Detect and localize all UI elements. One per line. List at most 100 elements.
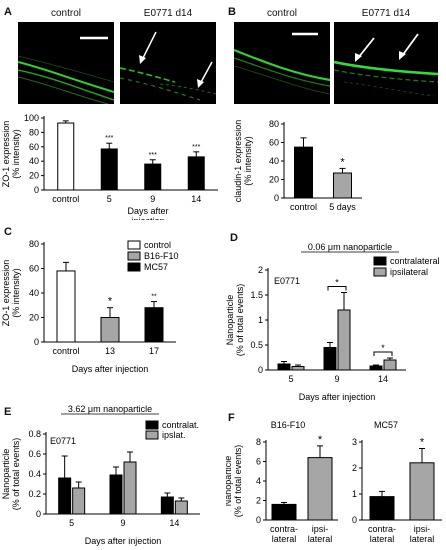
y-tick-label: 0.6 bbox=[28, 449, 41, 459]
legend-swatch bbox=[127, 262, 141, 272]
significance-marker: *** bbox=[105, 135, 113, 142]
y-tick-label: 60 bbox=[29, 142, 39, 152]
y-tick-label: 2 bbox=[256, 496, 261, 506]
y-tick-label: 20 bbox=[269, 175, 279, 185]
panel-label-f: F bbox=[228, 412, 235, 424]
y-axis-label: ZO-1 expression(% intensity) bbox=[1, 121, 21, 188]
legend-swatch bbox=[127, 251, 141, 261]
chart-c-zo1-expression: 0 20 40 60 80 control * 13 ** 17 ZO-1 expression(%… bbox=[1, 239, 179, 374]
y-tick-label: 80 bbox=[29, 127, 39, 137]
legend-label: contralat. bbox=[162, 420, 199, 430]
y-tick-label: 40 bbox=[29, 288, 39, 298]
bar-ipslat bbox=[72, 487, 86, 515]
x-tick-label: 5 bbox=[69, 518, 74, 528]
chart-e-nanoparticle-362: 0 0.2 0.4 0.6 0.8 5 9 14 Nanoparticle(% of total… bbox=[1, 404, 200, 546]
legend-label: control bbox=[144, 240, 171, 250]
bar bbox=[369, 496, 395, 521]
y-tick-label: 0 bbox=[352, 515, 357, 525]
legend-swatch bbox=[373, 256, 387, 266]
legend-swatch bbox=[145, 430, 159, 440]
x-tick-label: contra-lateral bbox=[270, 524, 298, 544]
y-tick-label: 60 bbox=[269, 138, 279, 148]
x-axis-label: Days after injection bbox=[299, 392, 376, 402]
panel-label-e: E bbox=[4, 406, 12, 418]
x-tick-label: 9 bbox=[334, 374, 339, 384]
x-tick-label: 9 bbox=[150, 194, 155, 204]
x-tick-label: ipsi-lateral bbox=[308, 524, 333, 544]
micrograph-a-e0771 bbox=[120, 22, 216, 104]
chart-annotation: E0771 bbox=[274, 276, 300, 286]
x-tick-label: control bbox=[52, 194, 79, 204]
y-tick-label: 0 bbox=[34, 185, 39, 195]
bar-contralateral bbox=[369, 365, 383, 371]
x-tick-label: 5 bbox=[288, 374, 293, 384]
y-tick-label: 0.8 bbox=[28, 429, 41, 439]
y-axis-label: ZO-1 expression(% intensity) bbox=[1, 260, 21, 327]
x-tick-label: 13 bbox=[105, 346, 115, 356]
bar-contralat bbox=[58, 477, 72, 515]
bar bbox=[100, 317, 120, 343]
y-tick-label: 6 bbox=[256, 457, 261, 467]
y-tick-label: 100 bbox=[24, 113, 39, 123]
y-tick-label: 3 bbox=[352, 437, 357, 447]
legend-label: contralateral bbox=[390, 256, 440, 266]
y-tick-label: 2 bbox=[258, 265, 263, 275]
x-axis-label: Days after injection bbox=[85, 536, 162, 546]
micrograph-a-right-title: E0771 d14 bbox=[143, 8, 193, 19]
bar-contralat bbox=[160, 496, 174, 515]
y-axis-label: Nanoparticle(% of total events) bbox=[226, 445, 243, 518]
y-tick-label: 0 bbox=[34, 337, 39, 347]
bar bbox=[294, 146, 313, 199]
y-tick-label: 0 bbox=[36, 509, 41, 519]
bar bbox=[100, 148, 118, 191]
y-tick-label: 40 bbox=[29, 156, 39, 166]
legend-swatch bbox=[127, 240, 141, 250]
micrograph-b-control bbox=[234, 22, 330, 104]
panel-label-b: B bbox=[228, 6, 236, 18]
chart-title: 0.06 μm nanoparticle bbox=[308, 242, 392, 252]
micrograph-b-left-title: control bbox=[266, 8, 297, 19]
x-tick-label: 14 bbox=[191, 194, 201, 204]
significance-bracket bbox=[327, 286, 347, 291]
panel-label-d: D bbox=[230, 232, 238, 244]
y-axis-label: claudin-1 expression(% intensity) bbox=[233, 120, 253, 203]
chart-title: MC57 bbox=[374, 420, 398, 430]
y-tick-label: 8 bbox=[256, 437, 261, 447]
y-axis-label: Nanoparticle(% of total events) bbox=[1, 438, 21, 511]
bar bbox=[271, 503, 297, 521]
x-tick-label: 17 bbox=[149, 346, 159, 356]
y-tick-label: 0.4 bbox=[28, 469, 41, 479]
y-tick-label: 20 bbox=[29, 313, 39, 323]
significance-marker: *** bbox=[192, 144, 200, 151]
bar bbox=[57, 122, 75, 191]
significance-marker: * bbox=[318, 434, 323, 446]
y-tick-label: 2 bbox=[352, 463, 357, 473]
y-tick-label: 1 bbox=[258, 315, 263, 325]
x-tick-label: 14 bbox=[169, 518, 179, 528]
chart-d-nanoparticle-006: 0 0.5 1 1.5 2 5 * 9 * 14 Nanoparticle(% of total e… bbox=[226, 242, 440, 402]
x-tick-label: 5 bbox=[107, 194, 112, 204]
panel-label-c: C bbox=[4, 226, 12, 238]
x-tick-label: control bbox=[290, 202, 317, 212]
bar-ipslat bbox=[174, 500, 188, 515]
bar bbox=[307, 457, 333, 521]
bar bbox=[187, 156, 205, 191]
chart-f-b16f10: 0 2 4 6 8 contra-lateral * ipsi-lateral Nanopart… bbox=[226, 420, 338, 544]
bar-ipsilateral bbox=[337, 309, 351, 371]
panel-label-a: A bbox=[4, 6, 12, 18]
y-tick-label: 60 bbox=[29, 264, 39, 274]
bar-ipsilateral bbox=[291, 366, 305, 371]
y-tick-label: 0.2 bbox=[28, 489, 41, 499]
bar-ipsilateral bbox=[383, 359, 397, 371]
y-tick-label: 0 bbox=[256, 515, 261, 525]
bar bbox=[56, 270, 76, 343]
bar-contralat bbox=[109, 474, 123, 515]
chart-title: B16-F10 bbox=[271, 420, 306, 430]
legend-label: ipsilateral bbox=[390, 267, 428, 277]
y-axis-label: Nanoparticle(% of total events) bbox=[226, 284, 245, 357]
x-tick-label: control bbox=[52, 346, 79, 356]
x-tick-label: 14 bbox=[378, 374, 388, 384]
significance-marker: ** bbox=[151, 294, 157, 301]
y-tick-label: 0 bbox=[258, 365, 263, 375]
